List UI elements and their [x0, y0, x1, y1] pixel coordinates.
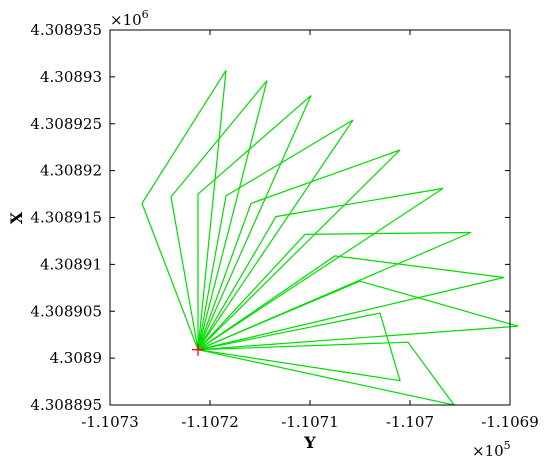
y-multiplier-base: ×10 — [110, 11, 142, 29]
series-line-9 — [197, 280, 519, 351]
series-line-10 — [197, 312, 401, 382]
series-line-4 — [197, 119, 354, 351]
y-tick-label: 4.308905 — [30, 302, 102, 320]
series-line-6 — [197, 187, 444, 351]
y-multiplier-exponent: 6 — [142, 8, 149, 21]
x-tick-label: -1.1069 — [481, 413, 539, 431]
y-tick-label: 4.308915 — [30, 209, 102, 227]
y-multiplier: ×106 — [110, 8, 149, 29]
marker-layer — [192, 343, 204, 356]
plot-area — [110, 30, 510, 405]
y-tick-label: 4.3089 — [50, 349, 103, 367]
tick-layer: -1.1073 -1.1072 -1.1071 -1.107 -1.1069 4.3088… — [30, 21, 538, 431]
series-line-11 — [197, 341, 456, 406]
x-tick-label: -1.107 — [386, 413, 434, 431]
series-layer — [141, 69, 519, 406]
y-tick-label: 4.30892 — [40, 162, 102, 180]
y-axis-label: X — [7, 211, 26, 224]
y-tick-label: 4.308925 — [30, 115, 102, 133]
x-tick-label: -1.1071 — [281, 413, 339, 431]
y-tick-label: 4.30891 — [40, 255, 102, 273]
y-tick-label: 4.308895 — [30, 396, 102, 414]
x-multiplier-base: ×10 — [472, 442, 504, 460]
series-line-1 — [141, 69, 227, 350]
y-tick-label: 4.30893 — [40, 68, 102, 86]
origin-marker — [192, 343, 204, 356]
x-axis-label: Y — [303, 433, 316, 452]
x-tick-label: -1.1073 — [81, 413, 139, 431]
series-line-3 — [197, 95, 312, 350]
series-line-8 — [197, 255, 505, 351]
x-multiplier: ×105 — [472, 439, 511, 460]
y-tick-label: 4.308935 — [30, 21, 102, 39]
series-line-5 — [197, 149, 401, 351]
series-line-2 — [170, 80, 268, 350]
x-multiplier-exponent: 5 — [504, 439, 511, 452]
series-line-7 — [197, 231, 472, 351]
x-tick-label: -1.1072 — [181, 413, 239, 431]
